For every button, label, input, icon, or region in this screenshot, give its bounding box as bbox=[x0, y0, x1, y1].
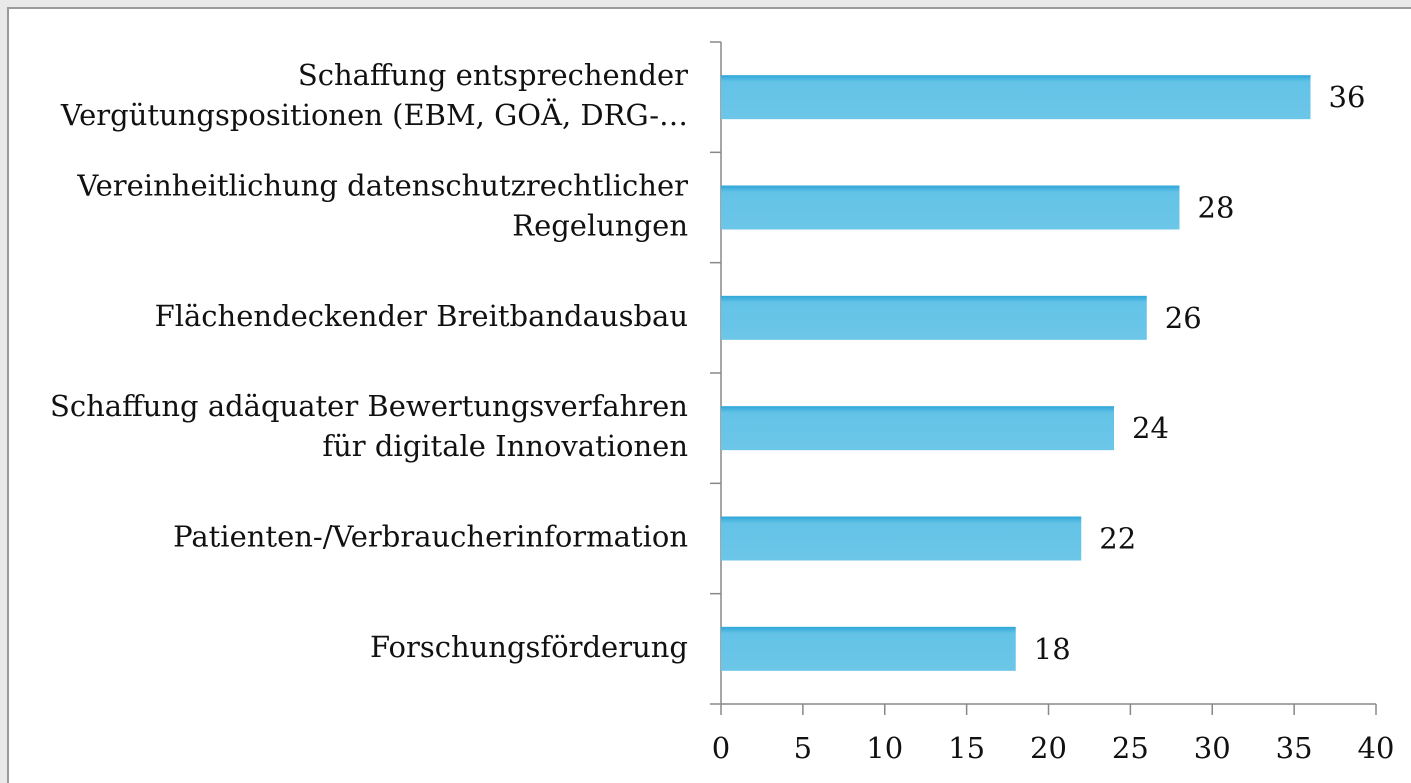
category-label: für digitale Innovationen bbox=[322, 429, 688, 463]
category-label: Vereinheitlichung datenschutzrechtlicher bbox=[76, 169, 688, 203]
bar bbox=[721, 185, 1180, 230]
category-label: Patienten-/Verbraucherinformation bbox=[173, 520, 688, 554]
x-tick-label: 10 bbox=[866, 731, 903, 765]
data-label: 26 bbox=[1165, 301, 1202, 335]
frame bbox=[7, 7, 1411, 783]
category-label: Schaffung adäquater Bewertungsverfahren bbox=[50, 389, 688, 423]
category-label: Schaffung entsprechender bbox=[298, 58, 688, 92]
x-tick-label: 30 bbox=[1194, 731, 1231, 765]
x-tick-label: 20 bbox=[1030, 731, 1067, 765]
data-label: 22 bbox=[1099, 522, 1136, 556]
data-label: 24 bbox=[1132, 411, 1169, 445]
bar bbox=[721, 626, 1016, 671]
x-tick-label: 40 bbox=[1358, 731, 1395, 765]
bar bbox=[721, 406, 1114, 451]
x-tick-label: 5 bbox=[794, 731, 812, 765]
category-label: Regelungen bbox=[512, 209, 688, 243]
x-tick-label: 15 bbox=[948, 731, 985, 765]
bar bbox=[721, 516, 1082, 561]
category-label: Vergütungspositionen (EBM, GOÄ, DRG-… bbox=[60, 97, 688, 132]
category-label: Forschungsförderung bbox=[370, 630, 688, 664]
bar bbox=[721, 75, 1311, 120]
category-label: Flächendeckender Breitbandausbau bbox=[155, 299, 688, 333]
x-tick-label: 25 bbox=[1112, 731, 1149, 765]
x-tick-label: 35 bbox=[1276, 731, 1313, 765]
data-label: 36 bbox=[1329, 80, 1366, 114]
data-label: 18 bbox=[1034, 632, 1071, 666]
x-tick-label: 0 bbox=[712, 731, 730, 765]
data-label: 28 bbox=[1198, 191, 1235, 225]
bar bbox=[721, 295, 1147, 340]
